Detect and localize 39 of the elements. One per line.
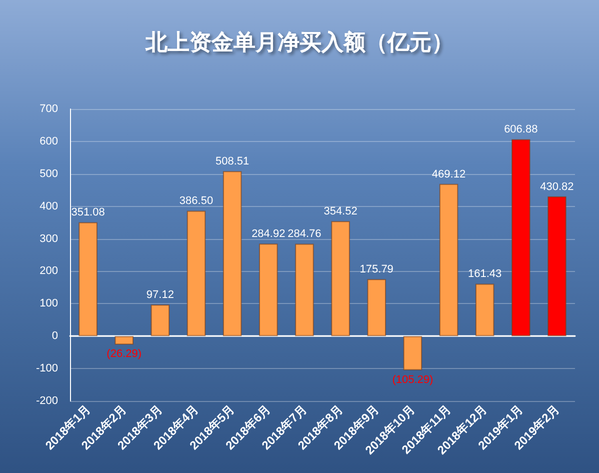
data-label: 284.92 — [252, 228, 286, 240]
y-tick-label: 200 — [40, 265, 58, 278]
bar — [403, 336, 422, 370]
bar — [295, 244, 314, 336]
y-tick-label: 700 — [40, 103, 58, 115]
bar — [367, 279, 386, 336]
bar — [475, 284, 494, 336]
y-tick-label: 100 — [40, 298, 58, 310]
data-label: 508.51 — [215, 156, 250, 168]
data-label: (26.29) — [106, 348, 142, 360]
data-label: 469.12 — [432, 168, 466, 180]
y-tick-label: 500 — [40, 168, 58, 180]
data-label: 284.76 — [288, 228, 322, 240]
data-label: 351.08 — [71, 206, 105, 219]
bar — [222, 171, 242, 336]
data-label: 97.12 — [146, 289, 174, 302]
data-label: 161.43 — [468, 268, 502, 280]
y-tick-label: 0 — [52, 330, 58, 342]
bar — [186, 210, 206, 336]
bar — [439, 184, 458, 336]
bar — [331, 221, 350, 336]
data-label: 175.79 — [360, 264, 394, 276]
bar — [259, 244, 278, 336]
bar — [512, 139, 530, 336]
data-label: 606.88 — [504, 124, 538, 136]
bar — [548, 196, 566, 336]
y-tick-label: 600 — [40, 135, 58, 148]
data-label: 386.50 — [179, 195, 214, 208]
bar — [114, 336, 134, 345]
chart-title: 北上资金单月净买入额（亿元） — [144, 30, 454, 54]
y-tick-label: -200 — [36, 395, 58, 407]
y-tick-label: 400 — [40, 200, 58, 212]
bar — [150, 304, 170, 336]
y-tick-label: -100 — [36, 362, 58, 375]
data-label: 430.82 — [540, 180, 574, 193]
bar — [78, 222, 98, 336]
data-label: 354.52 — [324, 206, 358, 218]
data-label: (105.29) — [392, 374, 434, 386]
y-tick-label: 300 — [40, 232, 58, 245]
